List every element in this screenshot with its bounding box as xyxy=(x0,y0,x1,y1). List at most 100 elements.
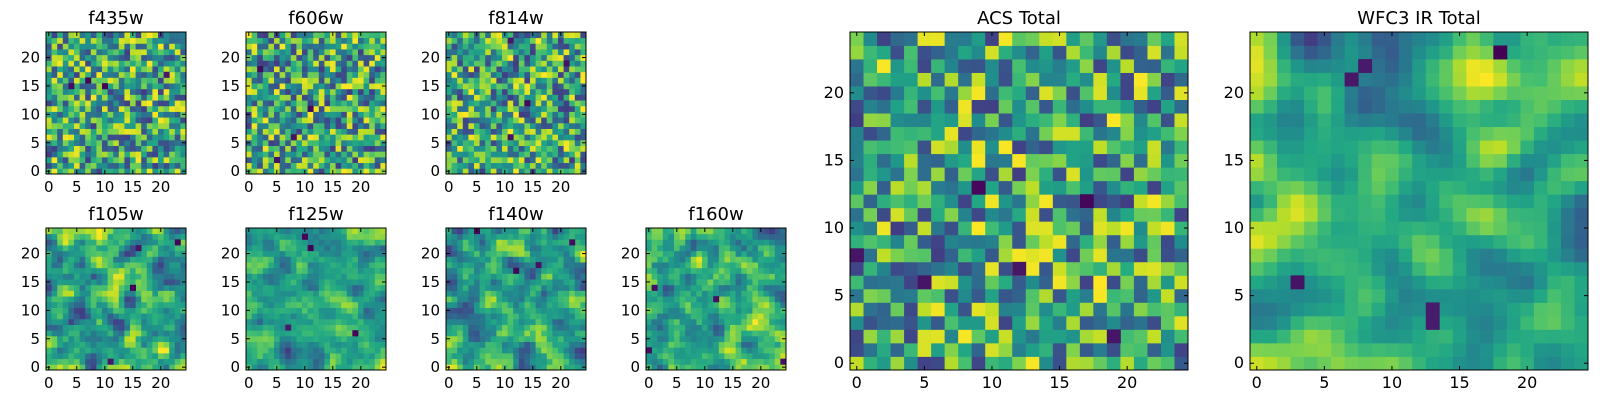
heatmap-cell xyxy=(668,307,675,314)
heatmap-cell xyxy=(569,284,576,291)
heatmap-cell xyxy=(146,233,153,240)
heatmap-cell xyxy=(163,273,170,280)
heatmap-cell xyxy=(96,151,103,158)
heatmap-cell xyxy=(46,290,52,297)
heatmap-cell xyxy=(541,256,548,263)
heatmap-cell xyxy=(296,117,303,124)
heatmap-cell xyxy=(358,122,364,129)
heatmap-cell xyxy=(707,341,714,348)
heatmap-cell xyxy=(307,347,314,354)
y-tick-label: 0 xyxy=(630,358,640,376)
heatmap-cell xyxy=(685,296,692,303)
heatmap-cell xyxy=(107,54,114,61)
heatmap-cell xyxy=(685,341,692,348)
heatmap-cell xyxy=(546,71,553,78)
heatmap-cell xyxy=(696,352,703,360)
heatmap-cell xyxy=(257,250,264,257)
y-tick-label: 15 xyxy=(421,273,440,291)
heatmap-cell xyxy=(490,111,497,118)
heatmap-cell xyxy=(904,275,918,290)
heatmap-cell xyxy=(107,352,114,360)
heatmap-cell xyxy=(324,151,331,158)
heatmap-cell xyxy=(274,233,280,240)
heatmap-cell xyxy=(890,275,905,290)
heatmap-cell xyxy=(1039,315,1054,330)
heatmap-cell xyxy=(558,162,564,169)
heatmap-cell xyxy=(90,83,97,90)
heatmap-cell xyxy=(124,330,131,337)
heatmap-cell xyxy=(296,168,303,175)
heatmap-cell xyxy=(296,239,303,246)
heatmap-cell xyxy=(363,32,370,39)
heatmap-cell xyxy=(296,54,303,61)
heatmap-cell xyxy=(102,301,108,308)
heatmap-cell xyxy=(285,358,292,365)
heatmap-cell xyxy=(251,43,258,50)
heatmap-cell xyxy=(330,77,336,84)
heatmap-cell xyxy=(324,122,331,129)
heatmap-cell xyxy=(524,245,531,252)
heatmap-cell xyxy=(679,347,686,354)
heatmap-cell xyxy=(730,290,736,297)
heatmap-cell xyxy=(485,128,492,135)
heatmap-cell xyxy=(285,117,292,124)
heatmap-cell xyxy=(580,32,587,39)
heatmap-cell xyxy=(130,100,136,107)
heatmap-cell xyxy=(518,77,525,84)
heatmap-cell xyxy=(130,145,136,152)
heatmap-cell xyxy=(74,262,80,269)
heatmap-cell xyxy=(546,151,553,158)
heatmap-cell xyxy=(485,83,492,90)
heatmap-cell xyxy=(651,290,658,297)
heatmap-cell xyxy=(318,145,325,152)
heatmap-cell xyxy=(479,168,486,175)
heatmap-cell xyxy=(46,239,52,246)
heatmap-cell xyxy=(268,273,275,280)
heatmap-cell xyxy=(502,49,508,56)
heatmap-cell xyxy=(1120,342,1135,357)
heatmap-cell xyxy=(741,239,748,246)
heatmap-cell xyxy=(257,347,264,354)
heatmap-cell xyxy=(1025,315,1040,330)
heatmap-cell xyxy=(457,71,464,78)
heatmap-cell xyxy=(146,341,153,348)
heatmap-cell xyxy=(341,77,348,84)
heatmap-cell xyxy=(462,239,469,246)
heatmap-cell xyxy=(290,168,297,175)
heatmap-cell xyxy=(62,122,69,129)
heatmap-cell xyxy=(374,318,381,325)
heatmap-cell xyxy=(74,139,80,146)
heatmap-cell xyxy=(262,32,269,39)
heatmap-cell xyxy=(290,273,297,280)
heatmap-cell xyxy=(374,168,381,175)
heatmap-cell xyxy=(574,290,581,297)
heatmap-cell xyxy=(335,358,342,365)
heatmap-cell xyxy=(268,364,275,371)
heatmap-cell xyxy=(341,145,348,152)
heatmap-cell xyxy=(374,43,381,50)
heatmap-cell xyxy=(363,358,370,365)
heatmap-cell xyxy=(57,313,64,320)
heatmap-cell xyxy=(485,60,492,67)
heatmap-cell xyxy=(380,134,387,141)
heatmap-cell xyxy=(330,66,336,73)
heatmap-cell xyxy=(62,335,69,342)
heatmap-cell xyxy=(685,245,692,252)
heatmap-cell xyxy=(931,315,946,330)
heatmap-cell xyxy=(118,347,125,354)
heatmap-cell xyxy=(274,279,280,286)
heatmap-cell xyxy=(285,83,292,90)
heatmap-cell xyxy=(163,94,170,101)
heatmap-cell xyxy=(774,358,781,365)
heatmap-cell xyxy=(268,330,275,337)
heatmap-cell xyxy=(169,296,176,303)
heatmap-cell xyxy=(1093,288,1108,303)
heatmap-cell xyxy=(135,139,142,146)
heatmap-cell xyxy=(679,330,686,337)
heatmap-cell xyxy=(657,262,664,269)
heatmap-cell xyxy=(296,32,303,39)
heatmap-cell xyxy=(380,301,387,308)
heatmap-cell xyxy=(96,364,103,371)
x-tick-label: 0 xyxy=(44,374,54,392)
heatmap-cell xyxy=(468,273,475,280)
